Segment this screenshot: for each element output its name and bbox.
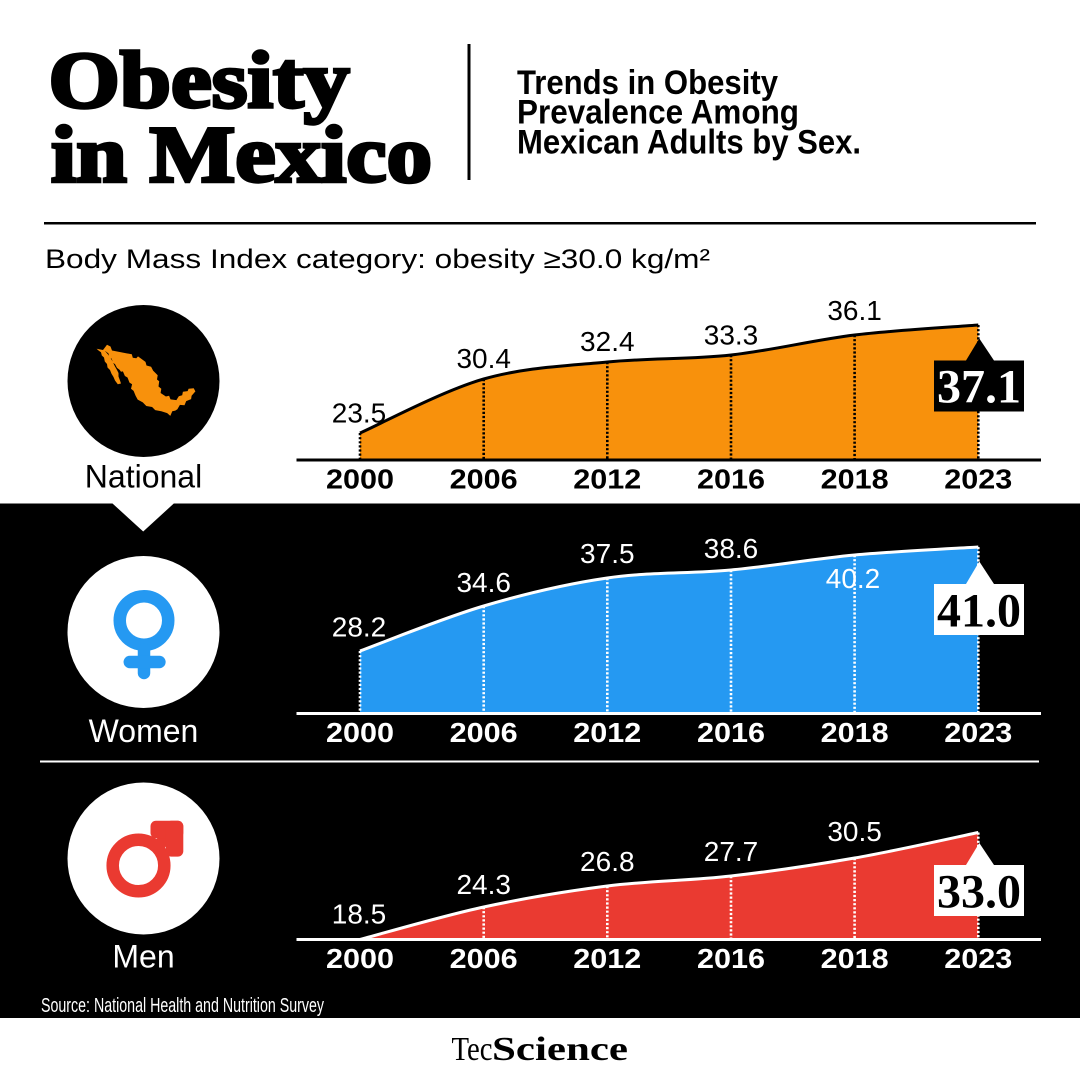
svg-text:41.0: 41.0 bbox=[937, 585, 1021, 638]
svg-text:Trends in Obesity: Trends in Obesity bbox=[517, 64, 778, 102]
svg-text:2018: 2018 bbox=[821, 464, 889, 495]
svg-text:30.5: 30.5 bbox=[827, 816, 882, 847]
svg-text:in Mexico: in Mexico bbox=[51, 112, 432, 200]
svg-text:2012: 2012 bbox=[573, 943, 641, 974]
svg-text:33.3: 33.3 bbox=[704, 320, 759, 351]
svg-text:Prevalence Among: Prevalence Among bbox=[517, 94, 799, 132]
svg-text:2016: 2016 bbox=[697, 943, 765, 974]
svg-text:2012: 2012 bbox=[573, 717, 641, 748]
svg-text:32.4: 32.4 bbox=[580, 326, 635, 357]
svg-text:34.6: 34.6 bbox=[456, 567, 511, 598]
svg-text:2016: 2016 bbox=[697, 464, 765, 495]
svg-text:2006: 2006 bbox=[450, 717, 518, 748]
svg-text:28.2: 28.2 bbox=[332, 612, 387, 643]
svg-text:2023: 2023 bbox=[944, 943, 1012, 974]
svg-text:30.4: 30.4 bbox=[456, 343, 511, 374]
svg-text:36.1: 36.1 bbox=[827, 295, 882, 326]
svg-text:2000: 2000 bbox=[326, 717, 394, 748]
svg-text:38.6: 38.6 bbox=[704, 533, 759, 564]
svg-text:27.7: 27.7 bbox=[704, 836, 759, 867]
svg-text:24.3: 24.3 bbox=[456, 869, 511, 900]
svg-text:40.2: 40.2 bbox=[826, 563, 881, 594]
svg-text:Science: Science bbox=[492, 1031, 628, 1068]
svg-text:2000: 2000 bbox=[326, 464, 394, 495]
svg-text:2018: 2018 bbox=[821, 943, 889, 974]
svg-text:37.1: 37.1 bbox=[937, 361, 1021, 414]
svg-text:Men: Men bbox=[112, 939, 174, 975]
svg-text:23.5: 23.5 bbox=[332, 397, 387, 428]
svg-text:2012: 2012 bbox=[573, 464, 641, 495]
svg-text:Mexican Adults by Sex.: Mexican Adults by Sex. bbox=[517, 123, 861, 161]
svg-text:18.5: 18.5 bbox=[332, 898, 387, 929]
svg-text:2006: 2006 bbox=[450, 464, 518, 495]
svg-text:Obesity: Obesity bbox=[49, 37, 350, 125]
svg-text:Women: Women bbox=[89, 713, 199, 749]
svg-text:26.8: 26.8 bbox=[580, 846, 635, 877]
svg-text:National: National bbox=[85, 459, 202, 495]
svg-text:2018: 2018 bbox=[821, 717, 889, 748]
svg-text:2016: 2016 bbox=[697, 717, 765, 748]
svg-text:Body Mass Index category: obes: Body Mass Index category: obesity ≥30.0 … bbox=[45, 244, 710, 274]
svg-text:2023: 2023 bbox=[944, 717, 1012, 748]
svg-text:Tec: Tec bbox=[452, 1031, 493, 1068]
svg-text:2006: 2006 bbox=[450, 943, 518, 974]
svg-text:33.0: 33.0 bbox=[937, 866, 1021, 919]
svg-text:2000: 2000 bbox=[326, 943, 394, 974]
svg-text:2023: 2023 bbox=[944, 464, 1012, 495]
svg-text:37.5: 37.5 bbox=[580, 538, 635, 569]
svg-text:Source: National Health and Nu: Source: National Health and Nutrition Su… bbox=[41, 995, 324, 1017]
